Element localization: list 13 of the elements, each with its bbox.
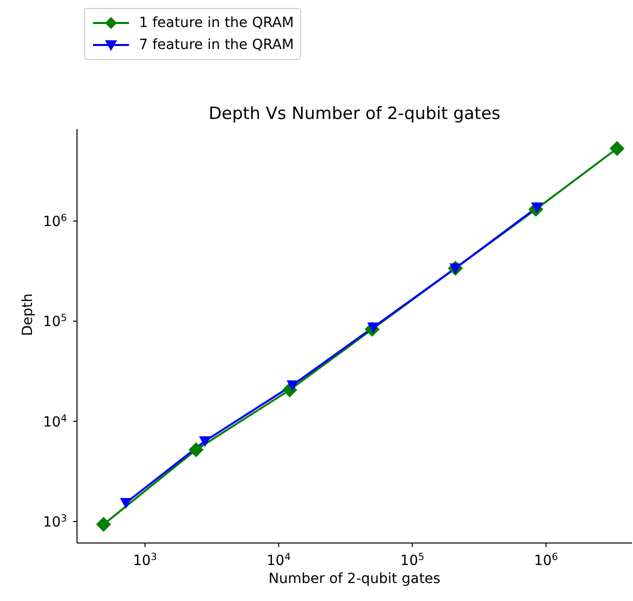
x-tick-label: 10$^{6}$ (534, 552, 558, 569)
x-axis-title: Number of 2-qubit gates (268, 571, 440, 587)
x-tick-label: 10$^{3}$ (132, 552, 158, 569)
y-tick-label: 10$^{4}$ (42, 412, 67, 430)
y-tick-label: 10$^{6}$ (42, 212, 67, 230)
y-tick-label: 10$^{5}$ (42, 312, 67, 330)
x-tick-label: 10$^{4}$ (266, 552, 291, 569)
y-tick-label: 10$^{3}$ (42, 513, 67, 530)
y-axis-title: Depth (20, 293, 36, 336)
x-tick-label: 10$^{5}$ (400, 552, 424, 569)
legend-label: 7 feature in the QRAM (139, 37, 294, 53)
chart-title: Depth Vs Number of 2-qubit gates (208, 104, 502, 124)
legend-label: 1 feature in the QRAM (139, 15, 294, 31)
